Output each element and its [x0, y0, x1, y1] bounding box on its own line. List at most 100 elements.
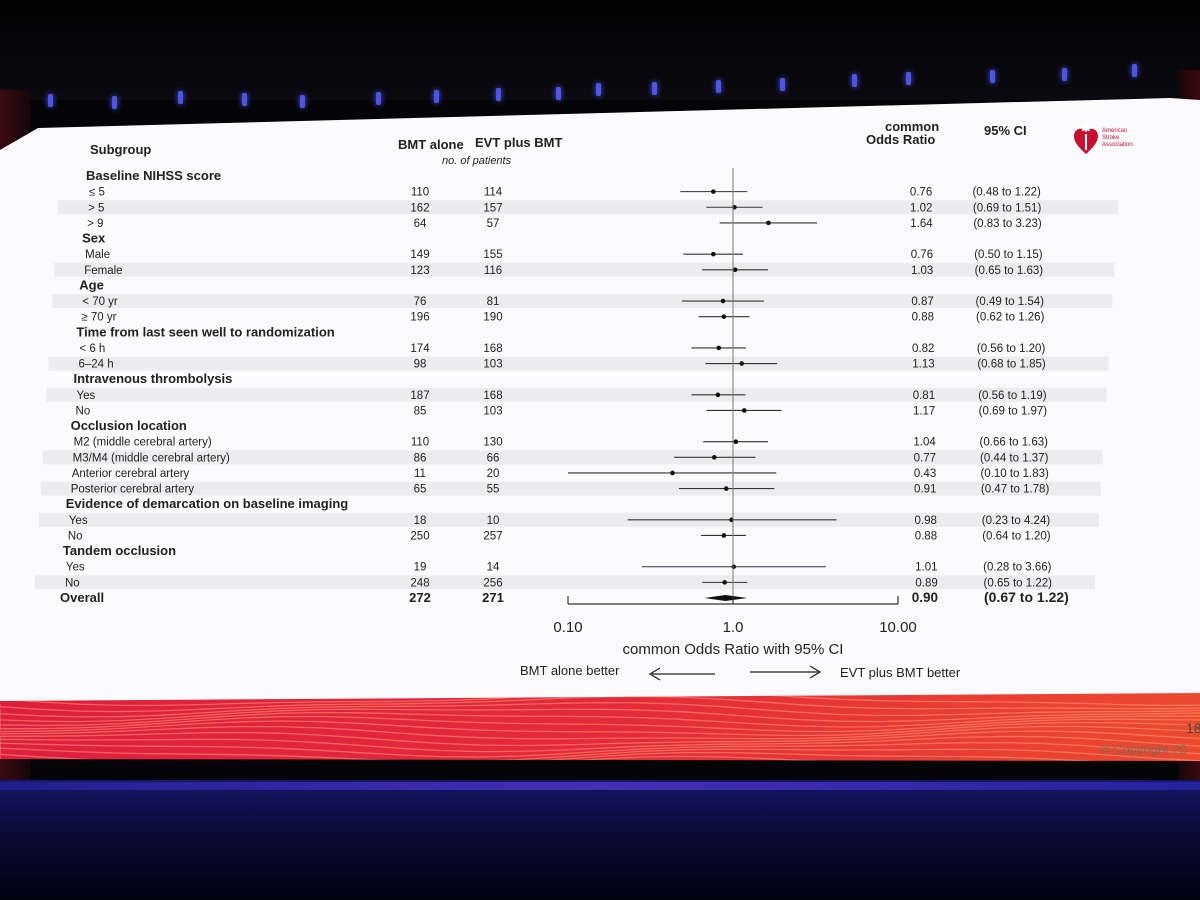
odds-ratio-value: 0.98: [914, 515, 936, 527]
header-or-line2: Odds Ratio: [866, 132, 935, 147]
slide-number: 18: [1186, 720, 1200, 736]
evt-plus-bmt-count: 257: [483, 530, 502, 542]
header-evt-plus-bmt: EVT plus BMT: [475, 135, 562, 150]
wave-line: [0, 751, 1200, 761]
odds-ratio-value: 0.89: [915, 577, 937, 589]
odds-ratio-value: 1.13: [912, 359, 934, 371]
subgroup-label: Female: [84, 265, 122, 277]
evt-plus-bmt-count: 130: [483, 437, 502, 449]
odds-ratio-value: 0.76: [910, 187, 932, 199]
subgroup-label: < 70 yr: [82, 296, 118, 308]
evt-plus-bmt-count: 55: [487, 484, 500, 496]
bmt-alone-count: 174: [410, 343, 430, 355]
ceiling-light: [990, 70, 995, 83]
ci-value: (0.23 to 4.24): [982, 515, 1051, 527]
ci-value: (0.64 to 1.20): [982, 530, 1051, 542]
odds-ratio-value: 0.77: [914, 452, 936, 464]
bmt-alone-count: 196: [410, 312, 429, 324]
point-estimate: [721, 533, 727, 538]
ceiling-light: [434, 90, 439, 103]
evt-plus-bmt-count: 157: [483, 202, 502, 214]
bmt-alone-count: 76: [414, 296, 427, 308]
odds-ratio-value: 1.03: [911, 265, 933, 277]
wave-line: [0, 695, 1200, 713]
bmt-alone-count: 272: [409, 590, 431, 605]
point-estimate: [739, 361, 745, 366]
subgroup-heading: Tandem occlusion: [63, 543, 176, 558]
bmt-alone-count: 248: [410, 577, 429, 589]
right-arrow-icon: [750, 665, 822, 679]
evt-plus-bmt-count: 20: [487, 468, 500, 480]
x-axis: 0.10 1.0 10.00: [553, 168, 917, 636]
ci-value: (0.69 to 1.97): [979, 405, 1048, 417]
subgroup-label: No: [65, 577, 80, 589]
evt-plus-bmt-count: 10: [487, 515, 500, 527]
header-or-line1: common: [885, 119, 939, 134]
ci-value: (0.65 to 1.22): [984, 577, 1053, 589]
point-estimate: [733, 439, 739, 445]
point-estimate: [766, 220, 771, 226]
stage-floor: [0, 780, 1200, 900]
ci-value: (0.44 to 1.37): [980, 452, 1049, 464]
row-stripe: [40, 481, 1101, 496]
bmt-alone-count: 250: [410, 530, 429, 542]
evt-plus-bmt-count: 66: [487, 452, 500, 464]
subgroup-label: ≥ 70 yr: [81, 312, 116, 324]
header-subgroup: Subgroup: [90, 142, 151, 157]
evt-plus-bmt-count: 81: [487, 296, 500, 308]
evt-plus-bmt-count: 57: [487, 218, 500, 230]
evt-plus-bmt-count: 14: [487, 562, 500, 574]
ci-value: (0.68 to 1.85): [977, 359, 1046, 371]
evt-plus-bmt-count: 168: [483, 343, 502, 355]
bmt-alone-count: 64: [414, 218, 427, 230]
ci-value: (0.56 to 1.20): [977, 343, 1046, 355]
odds-ratio-value: 0.76: [911, 249, 933, 261]
ci-value: (0.47 to 1.78): [981, 484, 1050, 496]
evt-plus-bmt-count: 116: [484, 265, 502, 277]
subgroup-label: Yes: [66, 562, 85, 574]
ceiling-light: [1132, 64, 1137, 77]
wave-line: [0, 725, 1200, 740]
wave-line: [0, 708, 1200, 723]
odds-ratio-value: 0.81: [913, 390, 935, 402]
x-tick-label: 0.10: [553, 619, 582, 636]
odds-ratio-value: 1.17: [913, 405, 935, 417]
ci-value: (0.48 to 1.22): [972, 187, 1041, 199]
row-stripe: [34, 575, 1095, 590]
x-axis-label: common Odds Ratio with 95% CI: [623, 641, 844, 658]
subgroup-heading: Time from last seen well to randomizatio…: [76, 324, 334, 339]
subgroup-heading: Sex: [82, 231, 106, 246]
subgroup-label: < 6 h: [79, 343, 105, 355]
odds-ratio-value: 0.88: [912, 312, 934, 324]
bmt-alone-count: 149: [410, 249, 429, 261]
point-estimate: [723, 486, 729, 491]
odds-ratio-value: 1.01: [915, 562, 937, 574]
header-bmt-alone: BMT alone: [398, 137, 464, 152]
subgroup-heading: Occlusion location: [71, 418, 187, 433]
ci-value: (0.49 to 1.54): [976, 296, 1045, 308]
subgroup-heading: Evidence of demarcation on baseline imag…: [66, 496, 349, 511]
x-tick-label: 10.00: [879, 619, 917, 636]
bmt-alone-count: 86: [414, 452, 427, 464]
odds-ratio-value: 0.87: [911, 296, 933, 308]
point-estimate: [731, 564, 737, 570]
row-stripe: [58, 200, 1119, 215]
subgroup-label: No: [76, 405, 91, 417]
subgroup-heading: Baseline NIHSS score: [86, 168, 221, 183]
asa-logo: American Stroke Association.: [1074, 120, 1135, 154]
x-tick-label: 1.0: [723, 619, 744, 636]
row-stripe: [42, 450, 1103, 465]
row-stripe: [48, 356, 1109, 371]
left-favors-label: BMT alone better: [520, 663, 620, 678]
point-estimate: [670, 470, 675, 476]
odds-ratio-value: 0.82: [912, 343, 934, 355]
bmt-alone-count: 187: [410, 390, 429, 402]
ceiling-light: [1062, 68, 1067, 81]
evt-plus-bmt-count: 168: [483, 390, 502, 402]
overall-label: Overall: [60, 590, 104, 605]
evt-plus-bmt-count: 256: [483, 577, 502, 589]
row-stripe: [38, 512, 1099, 527]
subgroup-label: M2 (middle cerebral artery): [74, 437, 212, 449]
subgroup-label: M3/M4 (middle cerebral artery): [73, 452, 230, 464]
ci-value: (0.56 to 1.19): [978, 390, 1047, 402]
